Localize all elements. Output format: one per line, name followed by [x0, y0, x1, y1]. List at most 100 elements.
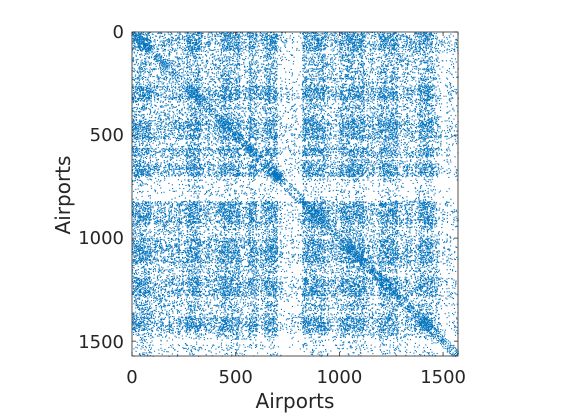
nonzero-point-526 [145, 65, 146, 66]
nonzero-point-406 [160, 41, 161, 42]
nonzero-point-465 [163, 40, 164, 41]
nonzero-point-490 [145, 64, 146, 65]
nonzero-point-917 [181, 79, 182, 80]
nonzero-point-271 [142, 50, 143, 51]
nonzero-point-887 [180, 65, 181, 66]
nonzero-point-809 [172, 77, 173, 78]
nonzero-point-455 [162, 48, 163, 49]
nonzero-point-818 [178, 41, 179, 42]
nonzero-point-441 [161, 56, 162, 57]
nonzero-point-950 [175, 82, 176, 83]
nonzero-point-334 [148, 54, 149, 55]
nonzero-point-422 [161, 40, 162, 41]
nonzero-point-405 [142, 59, 143, 60]
nonzero-point-778 [176, 53, 177, 54]
nonzero-point-985 [149, 85, 150, 86]
nonzero-point-763 [173, 75, 174, 76]
nonzero-point-265 [138, 50, 139, 51]
nonzero-point-447 [162, 36, 163, 37]
nonzero-point-290 [150, 40, 151, 41]
nonzero-point-587 [169, 39, 170, 40]
nonzero-point-326 [147, 53, 148, 54]
nonzero-point-946 [169, 82, 170, 83]
nonzero-point-321 [153, 49, 154, 50]
nonzero-point-408 [160, 45, 161, 46]
nonzero-point-341 [155, 41, 156, 42]
nonzero-point-453 [162, 46, 163, 47]
nonzero-point-864 [178, 70, 179, 71]
nonzero-point-682 [172, 40, 173, 41]
nonzero-point-99 [142, 36, 143, 37]
nonzero-point-314 [137, 52, 138, 53]
nonzero-point-757 [162, 75, 163, 76]
nonzero-point-614 [163, 68, 164, 69]
nonzero-point-894 [148, 80, 149, 81]
nonzero-point-203 [138, 47, 139, 48]
nonzero-point-513 [165, 49, 166, 50]
nonzero-point-577 [168, 50, 169, 51]
nonzero-point-588 [140, 68, 141, 69]
nonzero-point-485 [164, 41, 165, 42]
nonzero-point-559 [167, 60, 168, 61]
nonzero-point-362 [156, 56, 157, 57]
nonzero-point-506 [134, 64, 135, 65]
nonzero-point-737 [161, 74, 162, 75]
nonzero-point-213 [145, 47, 146, 48]
nonzero-point-783 [166, 76, 167, 77]
nonzero-point-382 [158, 45, 159, 46]
nonzero-point-918 [135, 82, 136, 83]
nonzero-point-206 [147, 39, 148, 40]
nonzero-point-548 [164, 66, 165, 67]
nonzero-point-986 [185, 48, 186, 49]
nonzero-point-729 [149, 74, 150, 75]
nonzero-point-606 [156, 68, 157, 69]
nonzero-point-128 [137, 44, 138, 45]
nonzero-point-73 [140, 34, 141, 35]
nonzero-point-647 [134, 71, 135, 72]
nonzero-point-993 [178, 84, 179, 85]
nonzero-point-214 [147, 45, 148, 46]
nonzero-point-954 [183, 82, 184, 83]
nonzero-point-628 [169, 54, 170, 55]
nonzero-point-504 [163, 64, 164, 65]
nonzero-point-984 [185, 39, 186, 40]
nonzero-point-90 [142, 37, 143, 38]
nonzero-point-716 [174, 43, 175, 44]
nonzero-point-91 [139, 41, 140, 42]
nonzero-point-219 [134, 48, 135, 49]
nonzero-point-571 [168, 39, 169, 40]
nonzero-point-592 [142, 69, 143, 70]
nonzero-point-816 [178, 38, 179, 39]
nonzero-point-309 [151, 46, 152, 47]
nonzero-point-733 [151, 74, 152, 75]
nonzero-point-911 [181, 72, 182, 73]
nonzero-point-600 [152, 69, 153, 70]
nonzero-point-617 [169, 64, 170, 65]
nonzero-point-177 [134, 46, 135, 47]
nonzero-point-936 [163, 82, 164, 83]
nonzero-point-72 [134, 40, 135, 41]
nonzero-point-642 [170, 63, 171, 64]
nonzero-point-208 [147, 41, 148, 42]
nonzero-point-501 [164, 61, 165, 62]
nonzero-point-486 [143, 64, 144, 65]
nonzero-point-623 [134, 70, 135, 71]
nonzero-point-961 [143, 84, 144, 85]
nonzero-point-475 [163, 57, 164, 58]
nonzero-point-621 [169, 67, 170, 68]
nonzero-point-607 [169, 56, 170, 57]
nonzero-point-55 [139, 38, 140, 39]
nonzero-point-388 [158, 55, 159, 56]
nonzero-point-705 [165, 73, 166, 74]
nonzero-point-273 [143, 49, 144, 50]
nonzero-point-895 [181, 48, 182, 49]
nonzero-point-505 [164, 63, 165, 64]
nonzero-point-931 [182, 52, 183, 53]
nonzero-point-692 [172, 63, 173, 64]
nonzero-point-704 [173, 60, 174, 61]
nonzero-point-969 [158, 84, 159, 85]
nonzero-point-494 [149, 64, 150, 65]
nonzero-point-404 [159, 37, 160, 38]
nonzero-point-401 [136, 59, 137, 60]
